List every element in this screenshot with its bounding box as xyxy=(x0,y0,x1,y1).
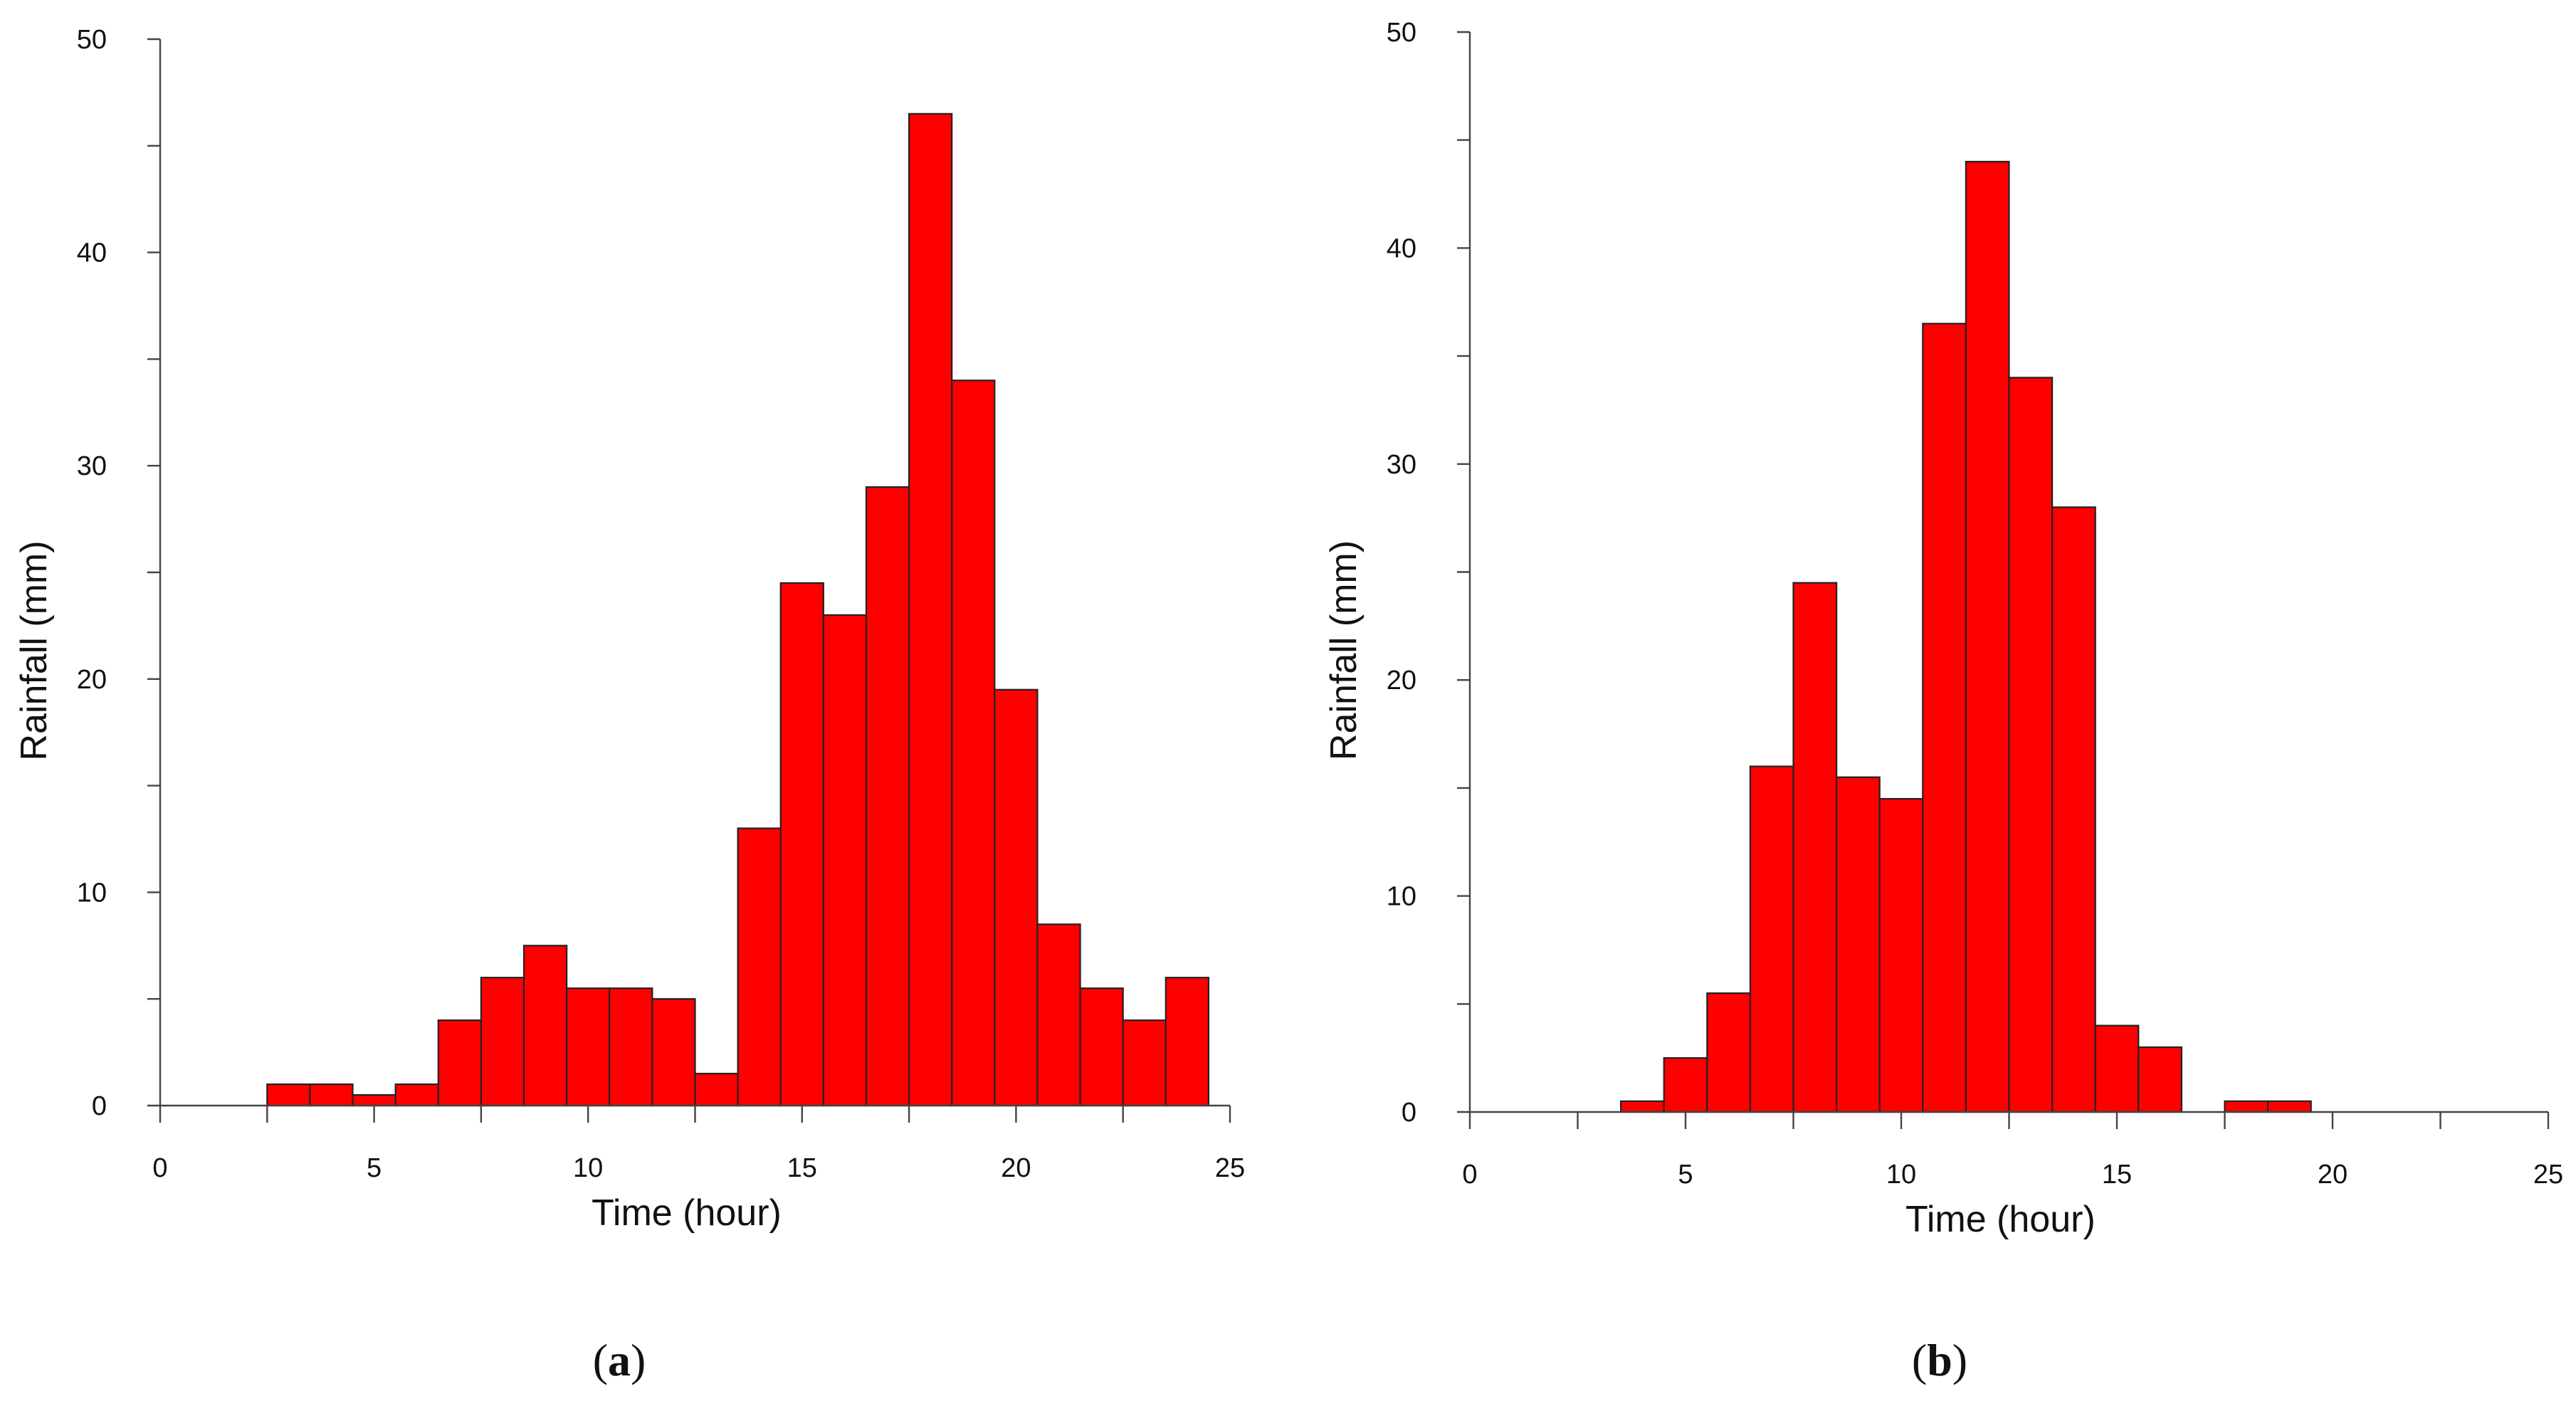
y-axis-title: Rainfall (mm) xyxy=(1323,540,1365,760)
bar-hour-13 xyxy=(2008,377,2054,1113)
x-tick-label: 5 xyxy=(367,1153,382,1183)
y-tick-label: 10 xyxy=(77,878,107,908)
y-tick-label: 20 xyxy=(77,665,107,695)
bar-hour-14 xyxy=(737,827,782,1107)
panel-label-close: ) xyxy=(1952,1335,1967,1385)
x-tick-label: 5 xyxy=(1678,1160,1693,1190)
bar-hour-5 xyxy=(1663,1057,1708,1113)
x-tick-label: 20 xyxy=(2318,1160,2348,1190)
x-tick-label: 25 xyxy=(1215,1153,1245,1183)
bar-hour-7 xyxy=(437,1019,483,1107)
x-tick-label: 25 xyxy=(2533,1160,2563,1190)
bar-hour-10 xyxy=(566,987,611,1107)
bar-hour-8 xyxy=(1792,582,1838,1113)
bar-hour-6 xyxy=(394,1083,439,1107)
bar-hour-12 xyxy=(1965,160,2010,1113)
panel-label-a: (a) xyxy=(593,1335,646,1385)
chart-panel-b: 0 10 20 30 40 50 0 5 10 15 20 25 Time (hour) Rainfall… xyxy=(1323,18,2563,1385)
bars xyxy=(1620,160,2312,1113)
chart-panel-a: 0 10 20 30 40 50 0 5 10 15 20 25 Time (hour) Rainfall… xyxy=(14,25,1245,1385)
panel-label-open: ( xyxy=(593,1335,608,1385)
bar-hour-15 xyxy=(2094,1024,2140,1113)
bar-hour-13 xyxy=(694,1072,739,1107)
bar-hour-5 xyxy=(352,1093,396,1107)
panel-label-letter: b xyxy=(1927,1335,1952,1385)
bar-hour-18 xyxy=(2224,1100,2269,1113)
y-tick-label: 20 xyxy=(1387,666,1416,696)
bar-hour-9 xyxy=(522,945,568,1107)
panel-label-letter: a xyxy=(608,1335,631,1385)
x-axis-title: Time (hour) xyxy=(592,1192,782,1234)
panel-label-b: (b) xyxy=(1912,1335,1967,1385)
panel-label-open: ( xyxy=(1912,1335,1927,1385)
x-tick-label: 15 xyxy=(787,1153,817,1183)
bar-hour-8 xyxy=(480,977,525,1107)
x-tick-label: 20 xyxy=(1001,1153,1031,1183)
bar-hour-3 xyxy=(266,1083,311,1107)
bar-hour-12 xyxy=(651,998,696,1107)
x-tick-label: 10 xyxy=(1886,1160,1916,1190)
bar-hour-16 xyxy=(822,614,868,1107)
panel-label-close: ) xyxy=(631,1335,646,1385)
y-tick-label: 0 xyxy=(1402,1098,1416,1128)
y-tick-label: 40 xyxy=(1387,234,1416,263)
y-tick-label: 10 xyxy=(1387,882,1416,912)
x-tick-label: 10 xyxy=(573,1153,603,1183)
bar-hour-4 xyxy=(1620,1100,1665,1113)
y-tick-label: 50 xyxy=(1387,18,1416,48)
bar-hour-23 xyxy=(1122,1019,1167,1107)
bar-hour-16 xyxy=(2138,1046,2183,1113)
bar-hour-6 xyxy=(1706,992,1752,1113)
bar-hour-14 xyxy=(2051,506,2096,1113)
x-tick-label: 15 xyxy=(2102,1160,2132,1190)
x-tick-label: 0 xyxy=(1462,1160,1477,1190)
bar-hour-21 xyxy=(1036,923,1081,1107)
y-tick-label: 30 xyxy=(77,451,107,481)
bar-hour-20 xyxy=(994,688,1039,1107)
x-tick-label: 0 xyxy=(152,1153,167,1183)
bar-hour-9 xyxy=(1836,776,1881,1113)
bar-hour-11 xyxy=(1922,322,1967,1113)
bar-hour-10 xyxy=(1878,797,1924,1113)
y-tick-label: 30 xyxy=(1387,450,1416,480)
y-tick-label: 0 xyxy=(92,1091,107,1121)
y-tick-label: 40 xyxy=(77,238,107,268)
bar-hour-15 xyxy=(779,582,824,1107)
bars xyxy=(266,112,1210,1107)
bar-hour-17 xyxy=(865,486,910,1107)
bar-hour-18 xyxy=(908,112,953,1107)
bar-hour-4 xyxy=(309,1083,354,1107)
x-axis-title: Time (hour) xyxy=(1905,1199,2096,1240)
bar-hour-19 xyxy=(2267,1100,2312,1113)
bar-hour-24 xyxy=(1165,977,1210,1107)
y-axis-title: Rainfall (mm) xyxy=(14,540,55,760)
bar-hour-19 xyxy=(951,379,996,1107)
bar-hour-7 xyxy=(1749,765,1794,1113)
bar-hour-22 xyxy=(1079,987,1124,1107)
bar-hour-11 xyxy=(609,987,653,1107)
y-tick-label: 50 xyxy=(77,25,107,55)
